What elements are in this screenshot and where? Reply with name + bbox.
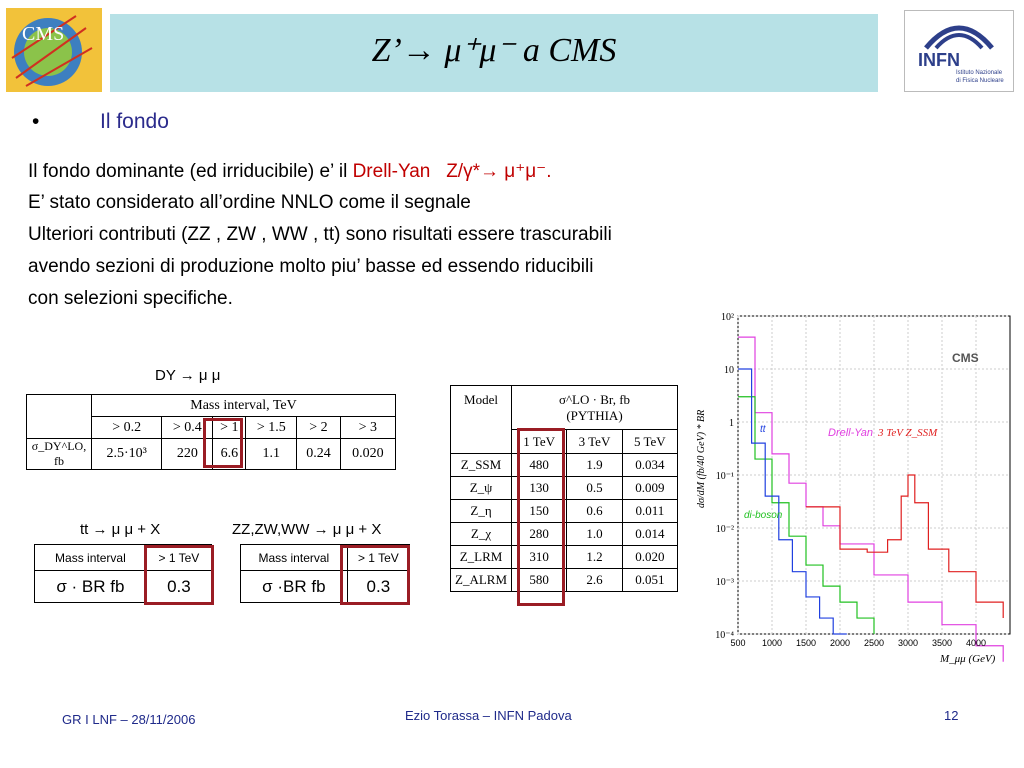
dy-row-label: σ_DY^LO, fb [26,438,92,470]
body-line-1: Il fondo dominante (ed irriducibile) e’ … [28,161,552,182]
svg-text:di Fisica Nucleare: di Fisica Nucleare [956,78,1004,84]
dy-table-caption: DY → μ μ [155,367,221,384]
model-table: Model σ^LO · Br, fb (PYTHIA) 1 TeV 3 TeV … [450,385,679,592]
chart-ylabel: dσ/dM (fb/40 GeV) * BR [696,410,707,508]
tt-table: Mass interval > 1 TeV σ · BR fb 0.3 [34,544,213,603]
mass-spectrum-chart: 500 1000 1500 2000 2500 3000 3500 4000 10² 10 1 10⁻… [696,312,1011,665]
x-tick-label: 2500 [864,638,884,648]
y-tick-label: 10² [721,312,734,323]
y-tick-label: 10⁻² [716,524,734,535]
vv-highlight-box [340,545,410,605]
drell-yan-label: Drell-Yan [352,161,431,182]
body-line-3: Ulteriori contributi (ZZ , ZW , WW , tt)… [28,224,612,245]
x-tick-label: 2000 [830,638,850,648]
y-tick-label: 1 [729,418,734,429]
infn-logo-text: INFN [918,50,960,70]
x-tick-label: 500 [730,638,745,648]
dy-header: Mass interval, TeV [91,394,396,417]
cms-logo: CMS [6,8,102,92]
svg-text:Istituto Nazionale: Istituto Nazionale [956,70,1003,76]
y-tick-label: 10⁻⁴ [715,630,734,641]
body-line-4: avendo sezioni di produzione molto piu’ … [28,256,594,277]
tt-highlight-box [144,545,214,605]
title-bar [110,14,878,92]
page-number: 12 [944,708,959,723]
cms-logo-text: CMS [22,23,64,45]
footer-center: Ezio Torassa – INFN Padova [405,708,572,723]
series-tt [738,368,847,635]
footer-left: GR I LNF – 28/11/2006 [62,712,196,727]
x-tick-label: 1000 [762,638,782,648]
chart-xlabel: M_μμ (GeV) [939,653,996,665]
series-di-boson [738,396,875,634]
bullet-heading: Il fondo [100,110,169,133]
annotation-tt: tt [760,424,767,435]
annotation-diboson: di-boson [744,510,783,521]
y-tick-label: 10 [724,365,734,376]
y-tick-label: 10⁻³ [716,577,734,588]
vv-table-caption: ZZ,ZW,WW → μ μ + X [232,521,382,538]
model-col-header: Model [450,385,512,454]
x-tick-label: 3500 [932,638,952,648]
x-tick-label: 3000 [898,638,918,648]
dy-table: Mass interval, TeV > 0.2 > 0.4 > 1 > 1.5… [26,394,397,470]
infn-logo: INFN Istituto Nazionale di Fisica Nuclea… [904,10,1014,92]
x-tick-label: 1500 [796,638,816,648]
y-tick-label: 10⁻¹ [716,471,734,482]
slide-title: Z’→ μ⁺μ⁻ a CMS [371,32,617,69]
annotation-drell-yan: Drell-Yan [828,427,873,439]
series-3-tev-z-ssm [806,474,1004,619]
annotation-zssm: 3 TeV Z_SSM [877,427,938,439]
bullet-marker: • [32,110,40,133]
z-gamma-process: Z/γ*→ μ⁺μ⁻ [446,161,547,182]
chart-title: CMS [952,351,979,365]
model-highlight-box [517,428,565,606]
body-line-5: con selezioni specifiche. [28,288,233,309]
dy-highlight-box [203,418,243,468]
body-line-2: E’ stato considerato all’ordine NNLO com… [28,192,471,213]
x-tick-label: 4000 [966,638,986,648]
tt-table-caption: tt → μ μ + X [80,521,161,538]
